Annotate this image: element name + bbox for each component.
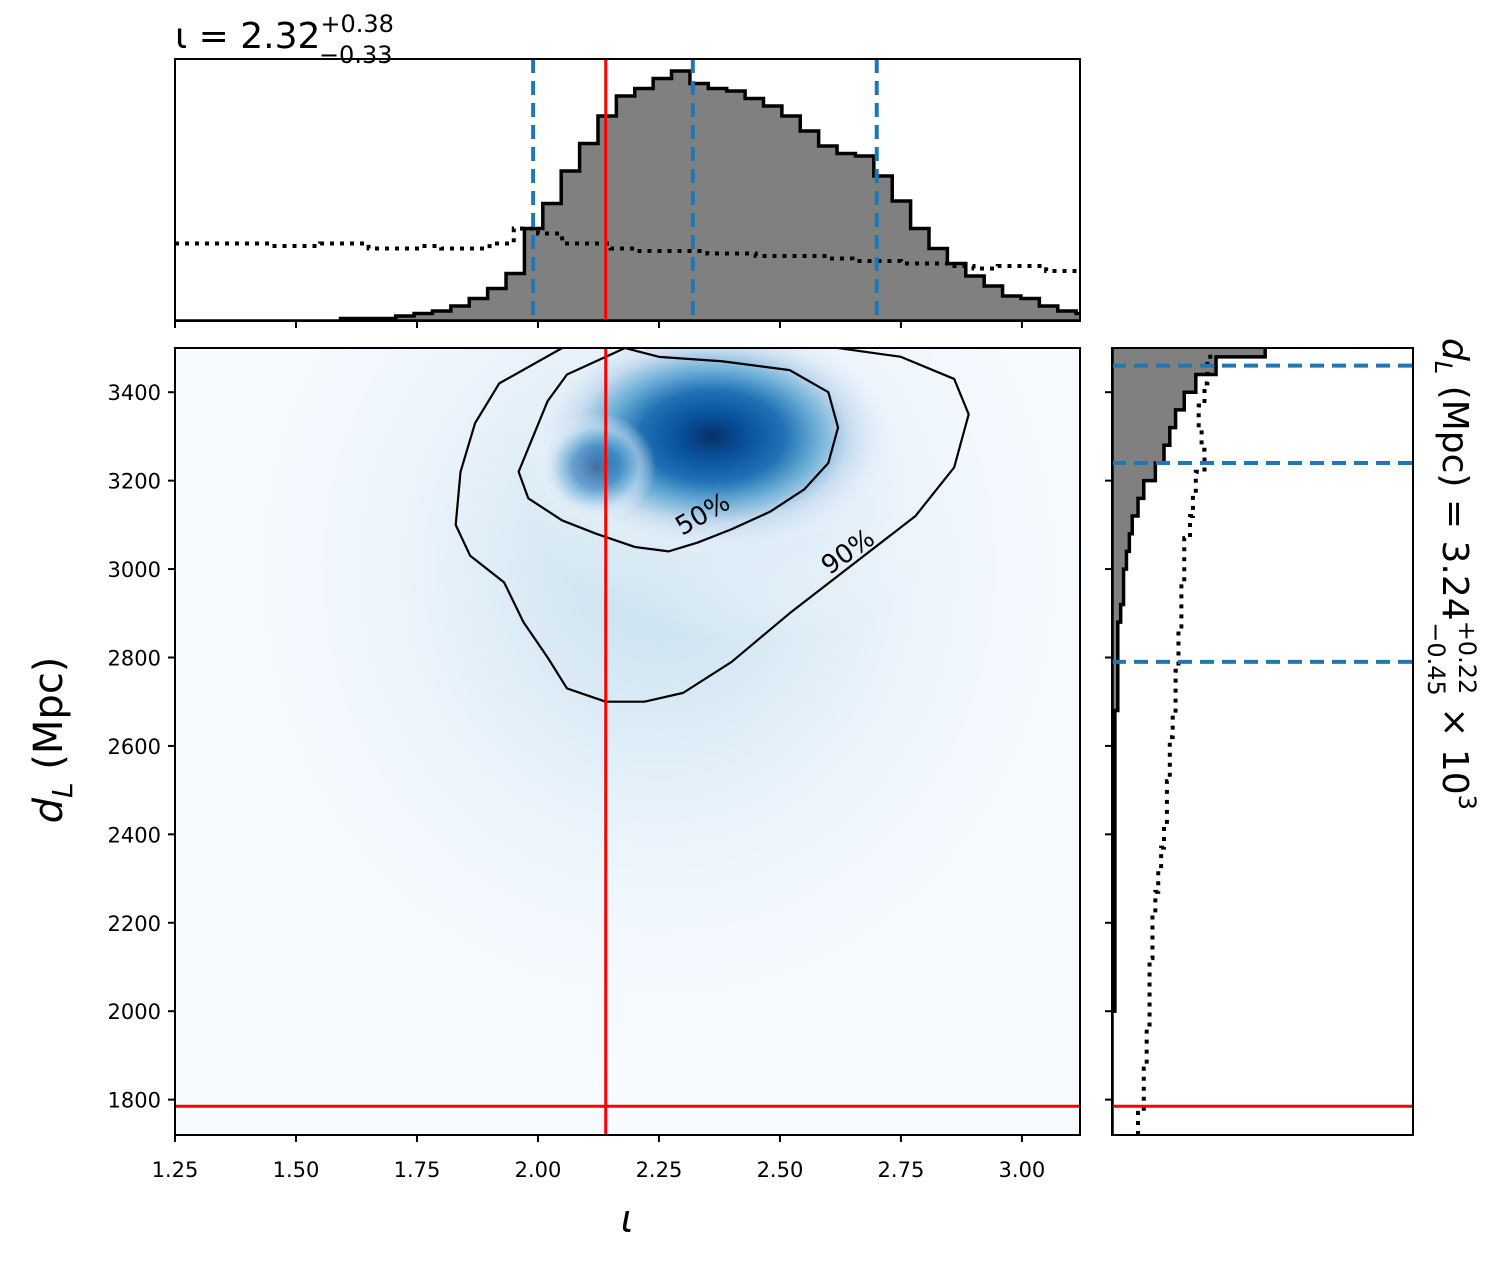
right-prior-histogram <box>1136 348 1213 1135</box>
y-axis-label: dL (Mpc) <box>26 657 79 824</box>
x-axis-label: ι <box>621 1197 634 1241</box>
contour-90 <box>454 348 970 703</box>
right-posterior-histogram <box>1112 348 1267 1135</box>
top-title-sup: +0.38 <box>320 10 394 38</box>
right-panel-title: dL (Mpc) = 3.24+0.22−0.45 × 103 <box>1422 338 1481 810</box>
right-panel-frame <box>1111 347 1414 1136</box>
joint-density-panel: 50%90% 1.25 1.50 1.75 2.00 2.25 2.50 2.75 3.001… <box>26 347 1081 1241</box>
x-tick-label-8: 3.00 <box>999 1158 1046 1182</box>
density-side-lobe <box>536 412 657 523</box>
y-tick-label-1: 1800 <box>108 1089 161 1113</box>
y-axis-label-main: d <box>26 797 72 823</box>
right-marginal-panel: dL (Mpc) = 3.24+0.22−0.45 × 103 <box>1105 338 1481 1136</box>
right-title-sub: −0.45 <box>1422 622 1450 696</box>
y-tick-label-4: 2400 <box>108 823 161 847</box>
x-tick-label-7: 2.75 <box>878 1158 925 1182</box>
y-tick-label-7: 3000 <box>108 558 161 582</box>
y-tick-label-2: 2000 <box>108 1000 161 1024</box>
main-panel-frame <box>174 347 1081 1136</box>
top-marginal-panel: ι = 2.32+0.38 −0.33 <box>174 10 1081 328</box>
top-panel-title: ι = 2.32+0.38 −0.33 <box>175 10 394 69</box>
right-title-main: d <box>1434 338 1475 362</box>
right-title-sub-L: L <box>1429 361 1457 374</box>
right-title-sup: +0.22 <box>1453 621 1481 695</box>
top-panel-frame <box>174 58 1081 322</box>
x-tick-label-1: 1.25 <box>152 1158 199 1182</box>
y-tick-label-9: 3400 <box>108 381 161 405</box>
y-tick-label-6: 2800 <box>108 646 161 670</box>
contour-50 <box>517 348 840 553</box>
top-prior-histogram <box>175 226 1080 273</box>
x-tick-label-4: 2.00 <box>515 1158 562 1182</box>
x-tick-label-3: 1.75 <box>394 1158 441 1182</box>
y-tick-label-3: 2200 <box>108 912 161 936</box>
x-tick-label-2: 1.50 <box>273 1158 320 1182</box>
top-posterior-histogram <box>175 69 1080 321</box>
x-tick-label-6: 2.50 <box>757 1158 804 1182</box>
top-title-sub: −0.33 <box>319 41 393 69</box>
y-axis-label-sub: L <box>46 782 79 798</box>
top-title-base: ι = 2.32 <box>175 16 320 57</box>
right-title-exp: 3 <box>1453 795 1481 810</box>
y-axis-label-rest: (Mpc) <box>26 657 72 783</box>
y-tick-label-5: 2600 <box>108 735 161 759</box>
right-title-suffix: × 10 <box>1434 696 1475 795</box>
y-tick-label-8: 3200 <box>108 470 161 494</box>
x-tick-label-5: 2.25 <box>636 1158 683 1182</box>
right-title-rest: (Mpc) = 3.24 <box>1434 374 1475 620</box>
